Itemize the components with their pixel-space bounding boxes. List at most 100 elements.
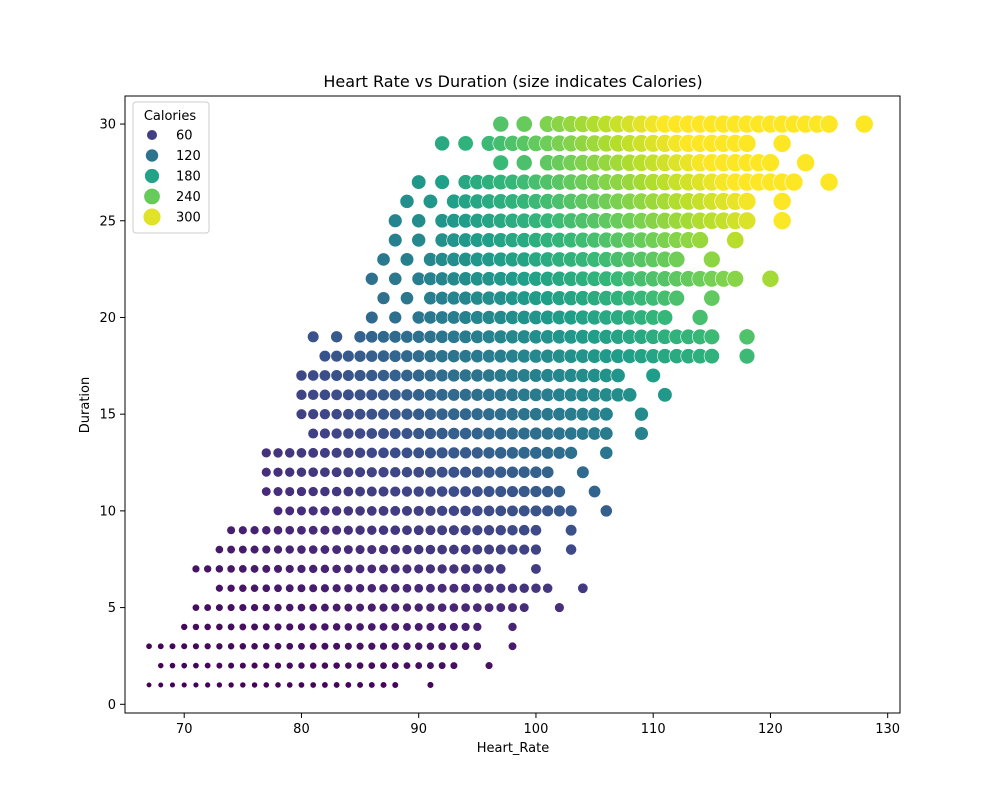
x-axis-label: Heart_Rate [477, 741, 550, 756]
data-point [402, 583, 412, 594]
data-point [400, 407, 414, 421]
data-point [376, 330, 391, 344]
data-point [472, 602, 483, 613]
data-point [449, 641, 459, 651]
data-point [272, 466, 284, 478]
data-point [332, 661, 341, 670]
data-point [435, 349, 449, 363]
data-point [379, 622, 389, 632]
data-point [295, 408, 308, 420]
data-point [401, 505, 413, 517]
data-point [460, 583, 471, 594]
data-point [517, 485, 531, 498]
data-point [553, 485, 566, 498]
data-point [296, 486, 307, 497]
data-point [472, 641, 482, 651]
data-point [250, 583, 259, 593]
data-point [437, 583, 448, 594]
legend-entries: 60 120 180 240 300 [142, 129, 201, 227]
data-point [552, 446, 567, 460]
data-point [367, 642, 377, 651]
data-point [354, 544, 366, 555]
data-point [376, 252, 391, 267]
data-point [436, 466, 449, 479]
data-point [307, 447, 319, 459]
data-point [238, 603, 248, 612]
data-point [471, 485, 484, 498]
data-point [518, 582, 530, 594]
data-point [308, 583, 318, 593]
data-point [250, 603, 259, 612]
data-point [448, 602, 459, 613]
data-point [599, 426, 614, 441]
data-point [610, 367, 626, 383]
data-point [238, 525, 248, 535]
data-point [319, 525, 331, 536]
data-point [424, 505, 437, 517]
data-point [284, 486, 295, 497]
data-point [599, 504, 613, 518]
data-point [401, 544, 413, 555]
data-point [343, 524, 354, 536]
y-tick-label: 10 [99, 504, 116, 519]
data-point [320, 564, 330, 574]
data-point [622, 387, 638, 403]
data-point [634, 426, 649, 441]
data-point [400, 446, 413, 459]
data-point [470, 349, 485, 364]
data-point [296, 583, 307, 593]
data-point [412, 427, 425, 440]
data-point [482, 368, 496, 383]
data-point [656, 309, 674, 326]
data-point [145, 642, 153, 650]
data-point [402, 641, 412, 651]
data-point [402, 622, 412, 632]
data-point [332, 642, 341, 651]
data-point [575, 426, 590, 441]
data-point [506, 485, 519, 498]
data-point [459, 446, 472, 460]
data-point [354, 505, 366, 517]
data-point [493, 387, 508, 402]
data-point [331, 486, 343, 497]
data-point [422, 193, 438, 209]
data-point [227, 662, 235, 670]
data-point [507, 602, 518, 613]
data-point [319, 486, 331, 497]
legend-marker [145, 148, 159, 163]
data-point [483, 563, 495, 575]
data-point [541, 504, 554, 518]
data-point [344, 642, 353, 651]
data-point [215, 564, 224, 574]
data-point [447, 466, 460, 479]
data-point [436, 505, 448, 517]
data-point [819, 172, 839, 192]
data-point [530, 524, 542, 537]
data-point [492, 115, 510, 133]
data-point [377, 388, 390, 402]
data-point [330, 388, 343, 401]
data-point [366, 524, 378, 536]
data-point [577, 582, 589, 594]
y-tick-label: 15 [99, 408, 116, 423]
data-point [412, 349, 426, 363]
data-point [413, 563, 424, 575]
data-point [518, 543, 530, 556]
data-point [342, 388, 355, 401]
data-point [530, 582, 542, 594]
data-point [318, 369, 331, 382]
data-point [435, 388, 449, 402]
data-point [238, 564, 248, 574]
data-point [495, 543, 507, 556]
data-point [530, 543, 542, 556]
data-point [192, 662, 200, 670]
data-point [414, 661, 423, 670]
data-point [284, 544, 295, 555]
x-tick-label: 100 [524, 722, 549, 737]
data-point [192, 681, 200, 689]
data-point [411, 310, 426, 325]
data-point [576, 465, 590, 479]
data-point [389, 466, 402, 479]
data-point [309, 642, 318, 651]
data-point [145, 681, 153, 688]
